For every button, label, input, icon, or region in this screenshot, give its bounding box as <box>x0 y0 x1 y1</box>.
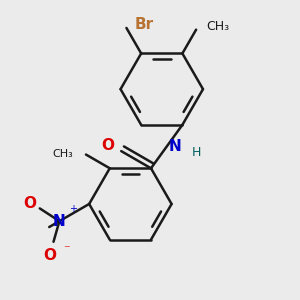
Text: O: O <box>23 196 37 211</box>
Text: CH₃: CH₃ <box>206 20 229 33</box>
Text: N: N <box>168 139 181 154</box>
Text: H: H <box>191 146 201 159</box>
Text: N: N <box>53 214 66 229</box>
Text: ⁻: ⁻ <box>63 243 70 256</box>
Text: O: O <box>43 248 56 263</box>
Text: Br: Br <box>134 16 154 32</box>
Text: +: + <box>69 204 77 214</box>
Text: O: O <box>101 138 114 153</box>
Text: CH₃: CH₃ <box>52 148 73 159</box>
